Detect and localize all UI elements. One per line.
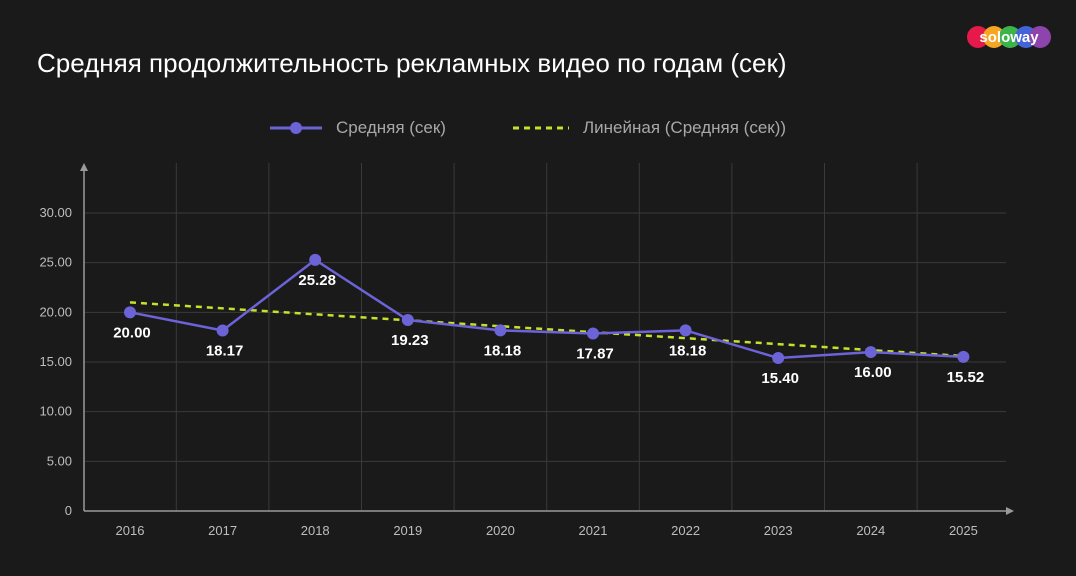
soloway-logo: soloway — [967, 26, 1051, 48]
data-point — [587, 327, 599, 340]
data-label: 20.00 — [113, 324, 151, 341]
data-labels: 20.00 18.17 25.28 19.23 18.18 17.87 18.18 15.40… — [113, 272, 984, 387]
data-point — [772, 352, 785, 365]
data-label: 18.18 — [484, 342, 522, 359]
legend-item-linear: Линейная (Средняя (сек)) — [511, 114, 786, 142]
y-tick-label: 20.00 — [39, 304, 72, 319]
y-tick-label: 15.00 — [39, 354, 72, 369]
legend-label-average: Средняя (сек) — [336, 118, 446, 137]
data-label: 15.52 — [947, 369, 985, 386]
data-label: 19.23 — [391, 332, 429, 349]
data-point — [309, 253, 322, 266]
legend-item-average: Средняя (сек) — [268, 114, 446, 142]
x-tick-label: 2024 — [856, 523, 885, 538]
series-layer — [124, 253, 970, 365]
data-label: 15.40 — [761, 370, 799, 387]
data-label: 25.28 — [298, 272, 336, 289]
data-point — [494, 324, 507, 337]
legend-label-linear: Линейная (Средняя (сек)) — [583, 118, 787, 137]
data-label: 18.17 — [206, 343, 244, 360]
legend-line-marker-icon — [270, 122, 322, 134]
svg-text:soloway: soloway — [979, 29, 1039, 46]
data-point — [864, 346, 877, 359]
tick-labels: 0 5.00 10.00 15.00 20.00 25.00 30.00 2016 2017 20… — [39, 205, 977, 538]
data-label: 16.00 — [854, 364, 892, 381]
x-tick-label: 2016 — [116, 523, 145, 538]
chart-legend: Средняя (сек) Линейная (Средняя (сек)) — [0, 114, 1076, 142]
series-line — [129, 258, 964, 360]
x-tick-label: 2023 — [764, 523, 793, 538]
x-tick-label: 2025 — [949, 523, 978, 538]
x-tick-label: 2022 — [671, 523, 700, 538]
data-point — [124, 306, 136, 319]
trendline — [129, 301, 964, 358]
axes — [80, 163, 1014, 515]
y-tick-label: 0 — [65, 503, 72, 518]
x-tick-label: 2021 — [579, 523, 608, 538]
data-point — [679, 324, 692, 337]
x-tick-label: 2019 — [393, 523, 422, 538]
y-tick-label: 30.00 — [39, 205, 72, 220]
y-tick-label: 25.00 — [39, 255, 72, 270]
y-axis-arrow-icon — [80, 163, 88, 171]
data-point — [216, 324, 229, 337]
data-point — [401, 313, 414, 326]
data-point — [957, 350, 970, 363]
y-tick-label: 5.00 — [47, 453, 72, 468]
x-tick-label: 2017 — [208, 523, 237, 538]
data-label: 18.18 — [669, 342, 707, 359]
x-axis-arrow-icon — [1006, 507, 1014, 515]
legend-dashed-line-icon — [513, 126, 569, 130]
data-label: 17.87 — [576, 345, 614, 362]
trendline-layer — [129, 301, 964, 358]
chart-title: Средняя продолжительность рекламных виде… — [37, 48, 787, 78]
y-tick-label: 10.00 — [39, 404, 72, 419]
grid — [84, 163, 1006, 511]
x-tick-label: 2020 — [486, 523, 515, 538]
x-tick-label: 2018 — [301, 523, 330, 538]
